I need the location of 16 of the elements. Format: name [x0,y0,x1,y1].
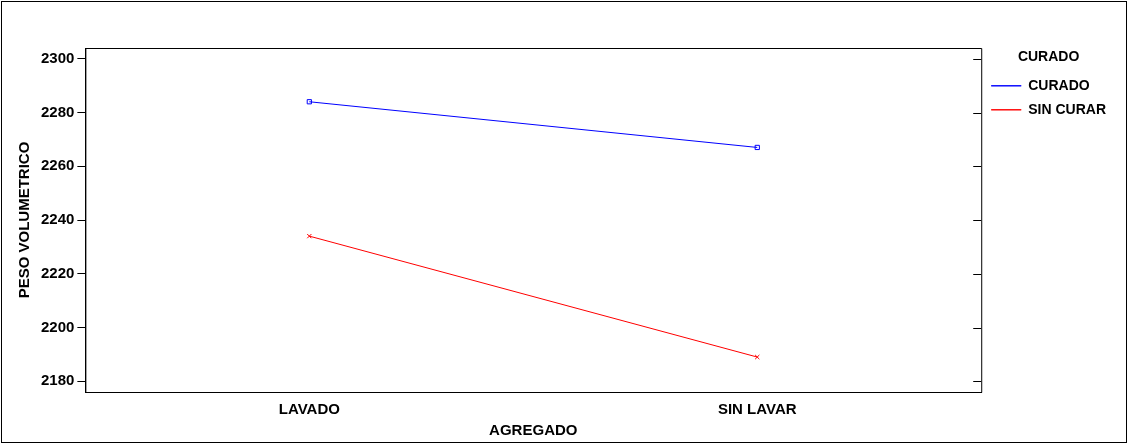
x-tick-label: SIN LAVAR [717,400,797,418]
legend-label: CURADO [1028,76,1090,93]
y-axis-title: PESO VOLUMETRICO [15,141,33,299]
y-tick-label: 2300 [40,48,75,66]
y-tick-label: 2200 [40,317,75,335]
point [306,99,312,105]
y-tick-label: 2220 [40,263,75,281]
y-tick-label: 2180 [40,371,75,389]
x-tick-label: LAVADO [278,400,341,418]
y-tick-label: 2280 [40,102,75,120]
legend-label: SIN CURAR [1028,100,1106,117]
point [754,144,760,151]
y-tick-label: 2240 [40,210,75,228]
y-tick-label: 2260 [40,156,75,174]
legend-title: CURADO [1017,47,1080,64]
x-axis-title: AGREGADO [489,421,578,439]
